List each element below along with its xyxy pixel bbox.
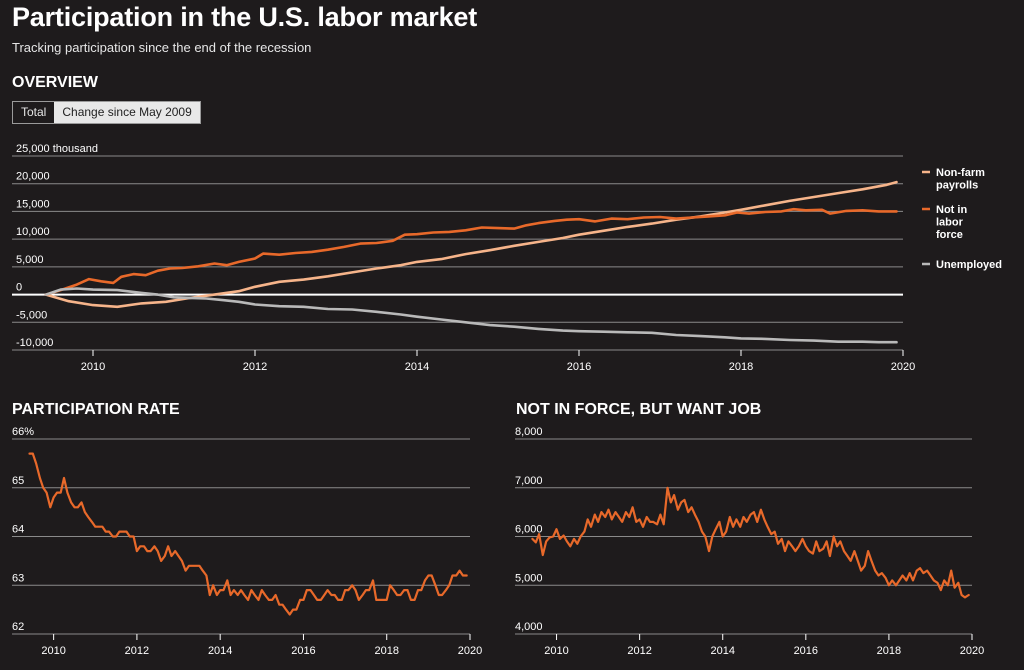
x-tick-label: 2016 [794,645,818,657]
y-tick-label: 66% [12,426,34,438]
x-tick-label: 2010 [544,645,568,657]
y-tick-label: -5,000 [16,309,47,321]
y-tick-label: 7,000 [515,475,543,487]
y-tick-label: 5,000 [16,254,44,266]
participation-rate-chart: 66% 65 64 63 62 2010 2012 2014 2016 2018 2020 [12,426,482,657]
y-tick-label: 20,000 [16,171,50,183]
y-tick-label: 15,000 [16,198,50,210]
x-tick-label: 2014 [405,361,429,373]
page-title: Participation in the U.S. labor market [12,2,478,32]
y-tick-label: 64 [12,524,24,536]
x-tick-label: 2010 [41,645,65,657]
x-tick-label: 2012 [125,645,149,657]
x-tick-label: 2018 [877,645,901,657]
x-tick-label: 2018 [374,645,398,657]
x-tick-label: 2014 [710,645,734,657]
legend-label: Unemployed [936,259,1002,271]
x-tick-label: 2018 [729,361,753,373]
x-tick-label: 2016 [567,361,591,373]
x-tick-label: 2020 [960,645,984,657]
not-in-force-title: NOT IN FORCE, BUT WANT JOB [516,401,762,418]
x-tick-label: 2020 [891,361,915,373]
legend-label: Non-farm payrolls [936,167,985,192]
y-tick-label: 63 [12,572,24,584]
y-tick-label: 6,000 [515,524,543,536]
overview-chart: 25,000 thousand 20,000 15,000 10,000 5,000 0 -… [12,143,1002,373]
participation-rate-title: PARTICIPATION RATE [12,401,180,418]
x-tick-label: 2014 [208,645,232,657]
x-tick-label: 2012 [243,361,267,373]
legend-label: Not in labor force [936,204,967,241]
series-line-notinlabor [28,452,468,616]
overview-title: OVERVIEW [12,74,98,91]
x-tick-label: 2012 [627,645,651,657]
series-line-unemployed [44,287,898,344]
x-tick-label: 2020 [458,645,482,657]
x-tick-label: 2010 [81,361,105,373]
view-toggle: Total Change since May 2009 [12,101,201,124]
y-tick-label: 65 [12,475,24,487]
y-tick-label: 62 [12,621,24,633]
x-tick-label: 2016 [291,645,315,657]
series-line-payrolls [44,180,898,309]
y-tick-label: 5,000 [515,572,543,584]
y-tick-label: 10,000 [16,226,50,238]
y-tick-label: 4,000 [515,621,543,633]
series-line-notinlabor [531,486,970,599]
y-tick-label: 25,000 thousand [16,143,98,155]
tab-change-since-may-2009[interactable]: Change since May 2009 [54,102,200,123]
page-subtitle: Tracking participation since the end of … [12,40,312,55]
y-tick-label: 8,000 [515,426,543,438]
y-tick-label: 0 [16,282,22,294]
tab-total[interactable]: Total [13,102,55,123]
series-line-notinlabor [44,207,898,296]
y-tick-label: -10,000 [16,337,53,349]
